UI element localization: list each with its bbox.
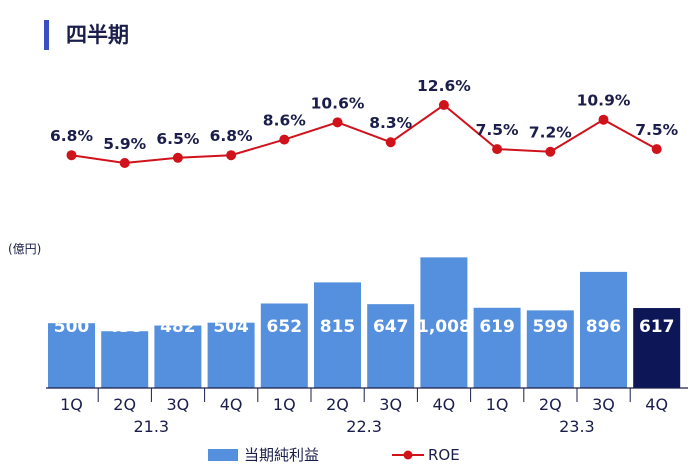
roe-value-label: 10.9% [577, 92, 631, 110]
roe-point [438, 100, 449, 110]
bar-value-label: 1,008 [417, 317, 471, 337]
bar-value-label: 617 [639, 317, 675, 337]
roe-line [71, 103, 658, 165]
x-tick-label: 1Q [60, 395, 83, 414]
bar-value-label: 815 [320, 317, 356, 337]
group-label: 22.3 [346, 417, 382, 436]
legend-bar-label: 当期純利益 [244, 446, 319, 464]
legend-line-marker [403, 450, 413, 460]
bar-value-label: 482 [160, 317, 196, 337]
bar-5 [314, 282, 361, 388]
roe-value-label: 7.5% [476, 121, 519, 139]
x-tick-label: 3Q [379, 395, 402, 414]
roe-point [545, 146, 556, 157]
bar-3 [207, 322, 255, 388]
x-tick-label: 4Q [645, 395, 668, 414]
x-tick-label: 2Q [539, 395, 562, 414]
group-label: 21.3 [133, 417, 169, 436]
roe-value-label: 6.8% [50, 127, 93, 145]
roe-value-label: 7.5% [635, 121, 678, 139]
page-title: 四半期 [66, 23, 129, 47]
bar-6 [367, 304, 415, 388]
y-unit-label: (億円) [8, 242, 41, 256]
roe-point [172, 152, 183, 163]
group-label: 23.3 [559, 417, 595, 436]
bar-9 [526, 310, 574, 388]
roe-value-label: 6.5% [156, 130, 199, 148]
bar-2 [154, 325, 202, 388]
roe-value-label: 12.6% [417, 77, 471, 95]
x-ticks-layer: 1Q 2Q 3Q 4Q 1Q 2Q 3Q 4Q 1Q 2Q 3Q 4Q [60, 388, 668, 414]
bar-value-label: 599 [533, 317, 569, 337]
title-accent-bar [44, 20, 49, 50]
bars-layer: 500 438 482 504 652 815 647 1,008 619 599 896 617 [48, 257, 681, 388]
bar-7 [420, 257, 468, 388]
bar-1 [101, 331, 149, 388]
bar-value-label: 896 [586, 317, 622, 337]
bar-value-label: 500 [54, 317, 90, 337]
x-tick-label: 2Q [326, 395, 349, 414]
x-tick-label: 3Q [592, 395, 615, 414]
group-labels-layer: 21.3 22.3 23.3 [133, 417, 594, 436]
roe-point [492, 144, 503, 155]
x-tick-label: 4Q [220, 395, 243, 414]
roe-value-label: 6.8% [210, 127, 253, 145]
bar-0 [48, 323, 95, 388]
x-tick-label: 4Q [433, 395, 456, 414]
bar-10 [580, 271, 627, 388]
bar-4 [260, 303, 308, 388]
roe-point [66, 150, 77, 161]
roe-point [651, 144, 662, 155]
legend: 当期純利益 ROE [208, 446, 460, 464]
bar-11 [633, 308, 681, 388]
roe-point [279, 134, 290, 145]
roe-point [598, 114, 609, 125]
roe-point [226, 150, 237, 161]
bar-value-label: 647 [373, 317, 409, 337]
roe-line-layer: 6.8% 5.9% 6.5% 6.8% 8.6% 10.6%8.3% 12.6% 7.5% 7.… [50, 77, 679, 168]
roe-value-label: 8.6% [263, 112, 306, 130]
roe-value-label: 8.3% [369, 114, 412, 132]
x-tick-label: 3Q [167, 395, 190, 414]
legend-line-label: ROE [428, 446, 460, 464]
roe-value-label: 5.9% [103, 135, 146, 153]
bar-8 [473, 307, 521, 388]
x-tick-label: 2Q [113, 395, 136, 414]
roe-point [119, 158, 130, 168]
roe-value-label: 10.6% [311, 94, 365, 112]
roe-point [385, 137, 396, 148]
legend-bar-swatch [208, 449, 238, 461]
roe-value-label: 7.2% [529, 124, 572, 142]
roe-point [332, 117, 343, 128]
x-tick-label: 1Q [273, 395, 296, 414]
x-tick-label: 1Q [486, 395, 509, 414]
bar-value-label: 438 [107, 317, 143, 337]
bar-value-label: 619 [479, 317, 515, 337]
bar-value-label: 504 [213, 317, 249, 337]
bar-value-label: 652 [267, 317, 303, 337]
